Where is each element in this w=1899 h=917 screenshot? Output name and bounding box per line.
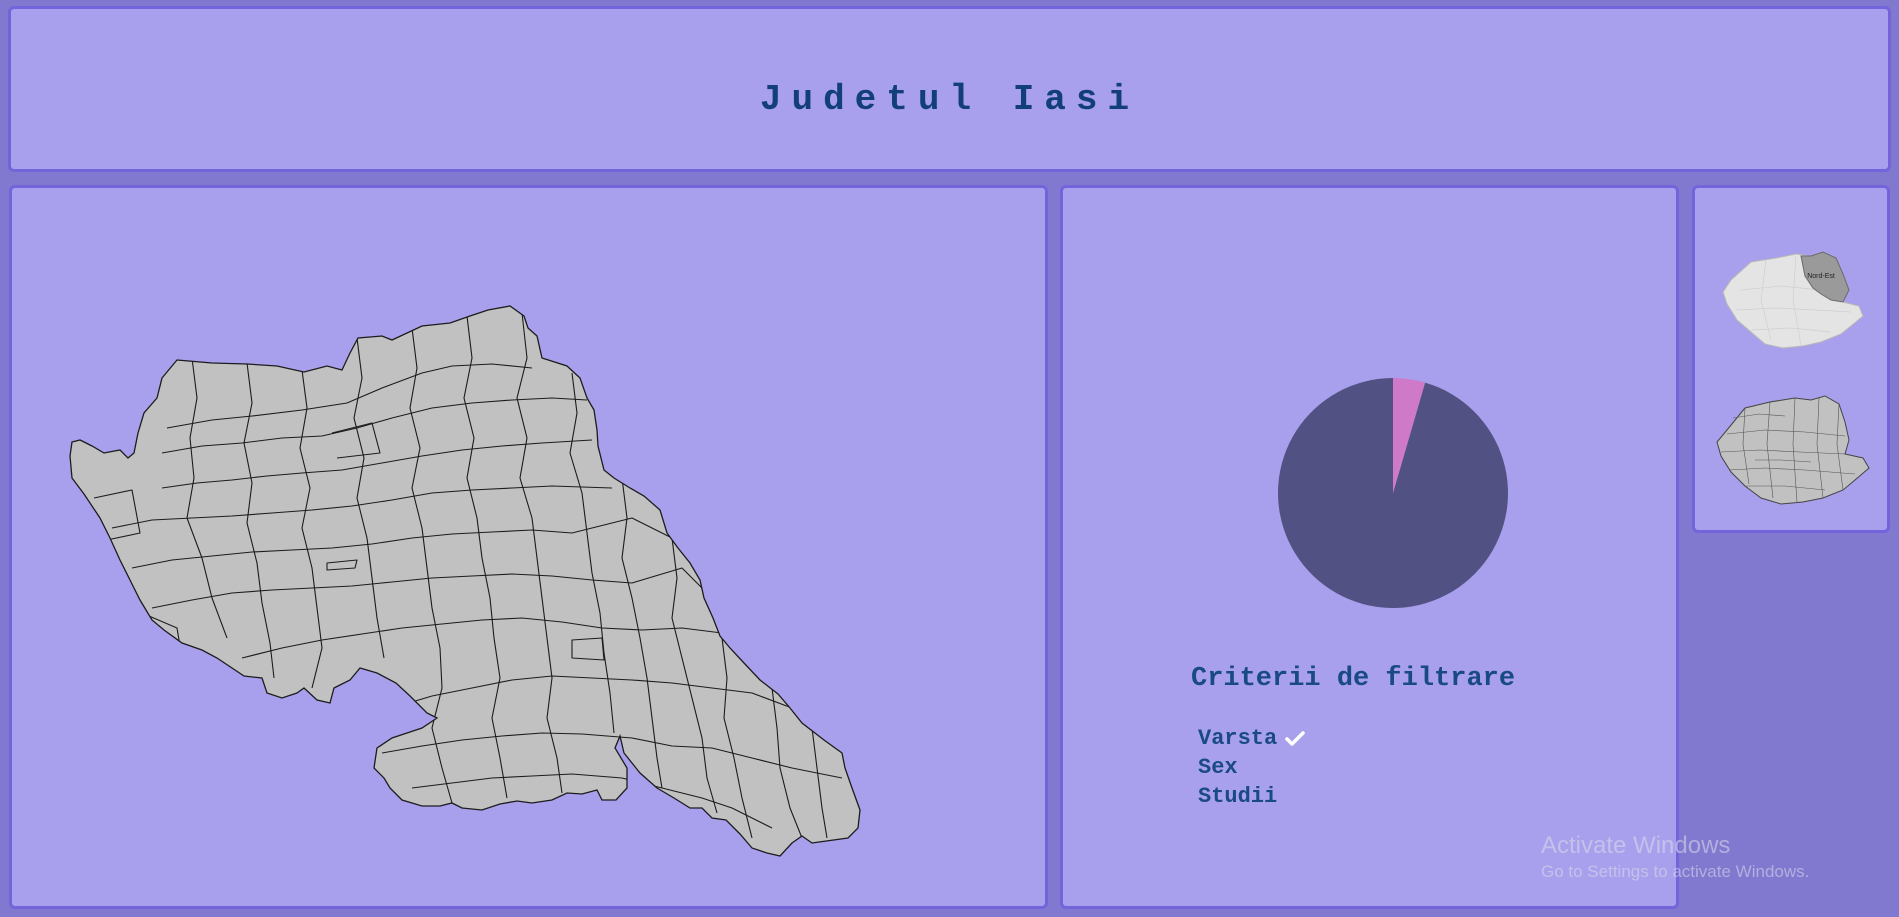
- pie-slice-1[interactable]: [1393, 378, 1426, 493]
- romania-counties-map[interactable]: [1715, 394, 1871, 506]
- activate-windows-watermark: Activate Windows Go to Settings to activ…: [1541, 831, 1809, 883]
- pie-chart: [1278, 378, 1508, 608]
- county-map-panel: [9, 185, 1048, 909]
- checkmark-icon: [1285, 730, 1305, 746]
- filter-option-varsta[interactable]: Varsta: [1198, 724, 1305, 753]
- filter-title: Criterii de filtrare: [1191, 664, 1516, 694]
- filter-option-studii[interactable]: Studii: [1198, 782, 1305, 811]
- chart-panel: Criterii de filtrare Varsta Sex Studii: [1060, 185, 1679, 909]
- filter-list: Varsta Sex Studii: [1198, 724, 1305, 811]
- mini-map-panel: Nord-Est: [1692, 185, 1890, 533]
- watermark-line1: Activate Windows: [1541, 832, 1731, 859]
- header-panel: Judetul Iasi: [8, 6, 1891, 172]
- filter-label: Studii: [1198, 784, 1278, 809]
- filter-option-sex[interactable]: Sex: [1198, 753, 1305, 782]
- iasi-county-map[interactable]: [12, 188, 1045, 906]
- filter-label: Varsta: [1198, 726, 1278, 751]
- filter-label: Sex: [1198, 755, 1238, 780]
- romania-region-map[interactable]: Nord-Est: [1721, 250, 1867, 354]
- page-title: Judetul Iasi: [759, 79, 1140, 120]
- watermark-line2: Go to Settings to activate Windows.: [1541, 862, 1810, 881]
- region-label: Nord-Est: [1807, 273, 1835, 280]
